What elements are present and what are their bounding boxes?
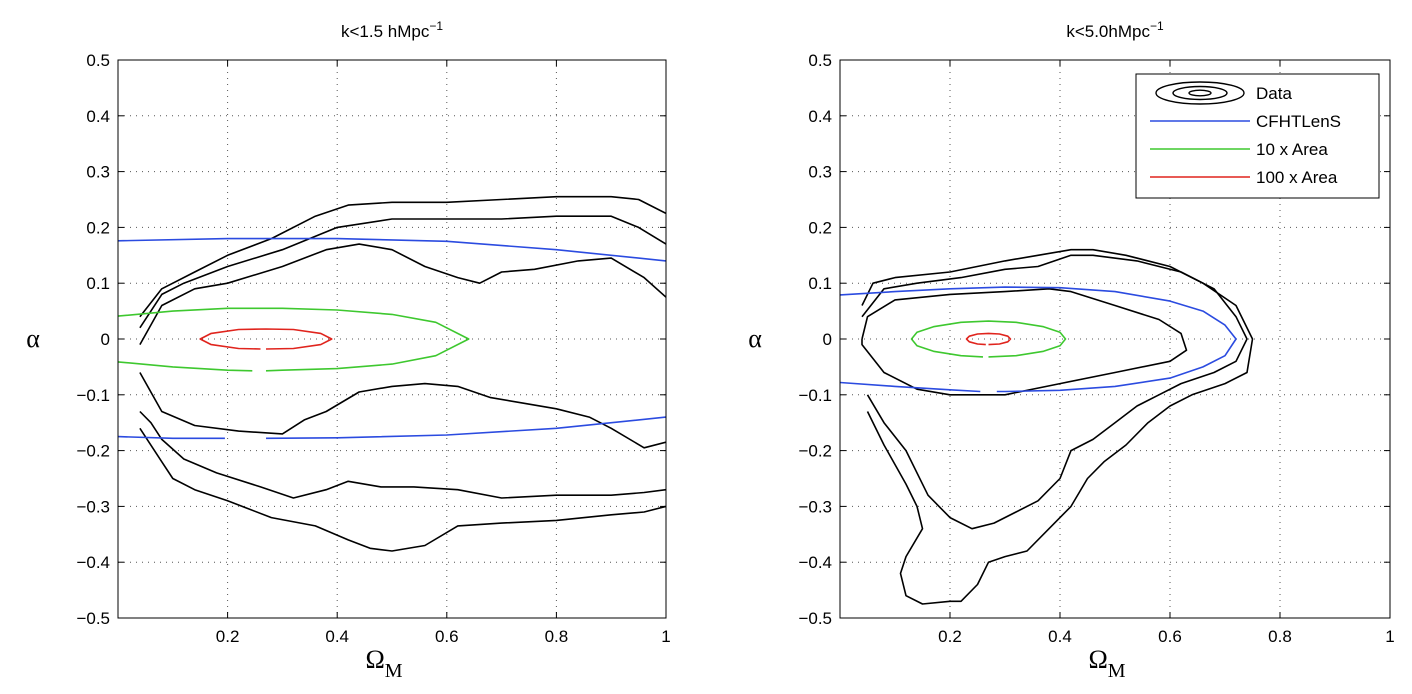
y-tick-label: 0.1 [808,274,832,293]
y-tick-label: 0.2 [808,218,832,237]
x-tick-label: 0.2 [216,627,240,646]
y-tick-label: 0.1 [86,274,110,293]
left-panel: 0.2 0.4 0.6 0.8 1 0.5 0.4 0.3 0.2 0.1 0 −0.1 −0.2 −0.… [26,19,671,682]
data-contour [139,410,666,499]
legend-label: 10 x Area [1256,140,1328,159]
area-10x-contour [910,320,1067,358]
area-100x-contour [199,328,333,350]
data-contour [861,287,1188,396]
y-tick-label: −0.5 [76,609,110,628]
data-contour [139,427,666,552]
y-tick-label: −0.1 [76,386,110,405]
x-tick-label: 0.8 [545,627,569,646]
y-tick-label: −0.2 [76,442,110,461]
area-10x-contour [118,361,253,372]
y-tick-label: 0 [823,330,832,349]
area-100x-contour [965,332,1012,346]
x-axis-label: ΩM [365,645,402,682]
cfhtlens-contour [118,435,225,440]
cfhtlens-contour [840,286,1237,393]
y-tick-label: 0.3 [86,163,110,182]
x-tick-label: 0.4 [325,627,349,646]
area-10x-contour [118,307,470,372]
contour-ellipses-icon [1155,81,1245,105]
legend-ellipse [1172,85,1228,101]
chart-title: k<5.0hMpc−1 [1066,19,1164,41]
cfhtlens-contour [840,381,981,393]
x-axis-label-sub: M [385,660,403,682]
y-tick-label: 0.3 [808,163,832,182]
data-contour [139,372,666,449]
x-tick-label: 0.6 [1158,627,1182,646]
y-tick-label: −0.4 [798,553,832,572]
x-tick-label: 0.6 [435,627,459,646]
x-axis-label-text: Ω [1088,645,1107,674]
x-tick-label: 1 [661,627,670,646]
y-axis-label: α [748,324,762,353]
y-tick-label: −0.4 [76,553,110,572]
chart-title-text: k<1.5 hMpc [341,22,430,41]
cfhtlens-contour [118,237,666,262]
x-axis-label: ΩM [1088,645,1125,682]
legend-label: CFHTLenS [1256,112,1341,131]
y-tick-label: 0.5 [86,51,110,70]
x-tick-label: 1 [1385,627,1394,646]
data-contour [139,215,666,329]
y-tick-label: −0.3 [76,497,110,516]
x-tick-label: 0.8 [1268,627,1292,646]
y-tick-label: −0.3 [798,497,832,516]
data-contour [861,254,1248,530]
data-contour [139,243,666,345]
plot-area [118,195,666,552]
y-tick-label: 0 [101,330,110,349]
chart-title-sup: −1 [1150,19,1164,33]
y-tick-label: −0.1 [798,386,832,405]
y-tick-label: 0.5 [808,51,832,70]
data-contour [139,195,666,318]
chart-title-sup: −1 [429,19,443,33]
chart-title: k<1.5 hMpc−1 [341,19,443,41]
legend-ellipse [1155,81,1245,105]
y-tick-label: 0.2 [86,218,110,237]
y-axis-label: α [26,324,40,353]
data-contour [861,248,1254,605]
x-axis-label-sub: M [1108,660,1126,682]
x-tick-label: 0.2 [938,627,962,646]
cfhtlens-contour [265,416,666,440]
x-axis-label-text: Ω [365,645,384,674]
y-tick-label: 0.4 [86,107,110,126]
plot-area [840,248,1254,605]
legend-label: 100 x Area [1256,168,1338,187]
right-panel: 0.2 0.4 0.6 0.8 1 0.5 0.4 0.3 0.2 0.1 0 −0.1 −0.2 −0.… [748,19,1395,682]
chart-title-text: k<5.0hMpc [1066,22,1150,41]
legend-label: Data [1256,84,1292,103]
legend: Data CFHTLenS 10 x Area 100 x Area [1135,73,1380,199]
y-tick-label: −0.2 [798,442,832,461]
legend-ellipse [1188,89,1212,97]
y-tick-label: 0.4 [808,107,832,126]
y-tick-label: −0.5 [798,609,832,628]
x-tick-label: 0.4 [1048,627,1072,646]
